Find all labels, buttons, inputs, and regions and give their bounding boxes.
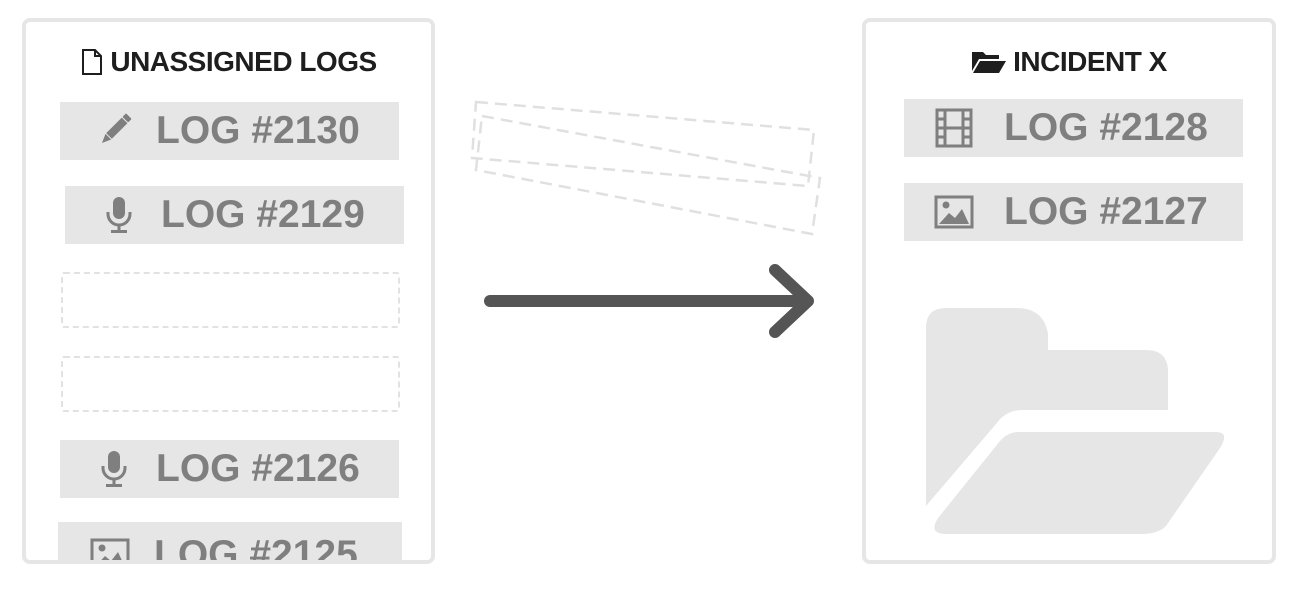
log-card[interactable]: LOG #2126: [60, 440, 399, 498]
log-label: LOG #2129: [161, 193, 365, 236]
log-card[interactable]: LOG #2127: [904, 183, 1243, 241]
image-icon: [934, 195, 974, 229]
image-icon: [90, 538, 130, 560]
folder-open-drop-target-icon[interactable]: [918, 304, 1228, 536]
incident-title: INCIDENT X: [866, 46, 1272, 78]
dragged-log-ghost: [470, 100, 822, 236]
empty-log-slot: [61, 356, 400, 412]
film-icon: [935, 108, 973, 148]
log-label: LOG #2128: [1004, 106, 1208, 149]
unassigned-logs-panel: UNASSIGNED LOGS LOG #2130 LOG #2129: [22, 18, 435, 564]
log-label: LOG #2127: [1004, 190, 1208, 233]
document-icon: [82, 49, 103, 75]
log-card[interactable]: LOG #2125: [58, 522, 402, 564]
microphone-icon: [106, 197, 132, 233]
empty-log-slot: [61, 272, 400, 328]
pencil-icon: [101, 113, 132, 144]
folder-open-icon: [972, 52, 1007, 73]
log-card[interactable]: LOG #2130: [60, 102, 399, 160]
log-label: LOG #2130: [156, 109, 360, 152]
log-card[interactable]: LOG #2129: [65, 186, 404, 244]
log-card[interactable]: LOG #2128: [904, 99, 1243, 157]
unassigned-logs-title-text: UNASSIGNED LOGS: [110, 46, 377, 77]
incident-panel: INCIDENT X LOG #2128 LOG #2127: [862, 18, 1276, 564]
microphone-icon: [101, 451, 127, 487]
log-label: LOG #2125: [154, 533, 358, 564]
move-arrow-icon: [484, 264, 814, 338]
log-label: LOG #2126: [156, 447, 360, 490]
unassigned-logs-title: UNASSIGNED LOGS: [26, 46, 431, 78]
incident-title-text: INCIDENT X: [1013, 46, 1167, 77]
